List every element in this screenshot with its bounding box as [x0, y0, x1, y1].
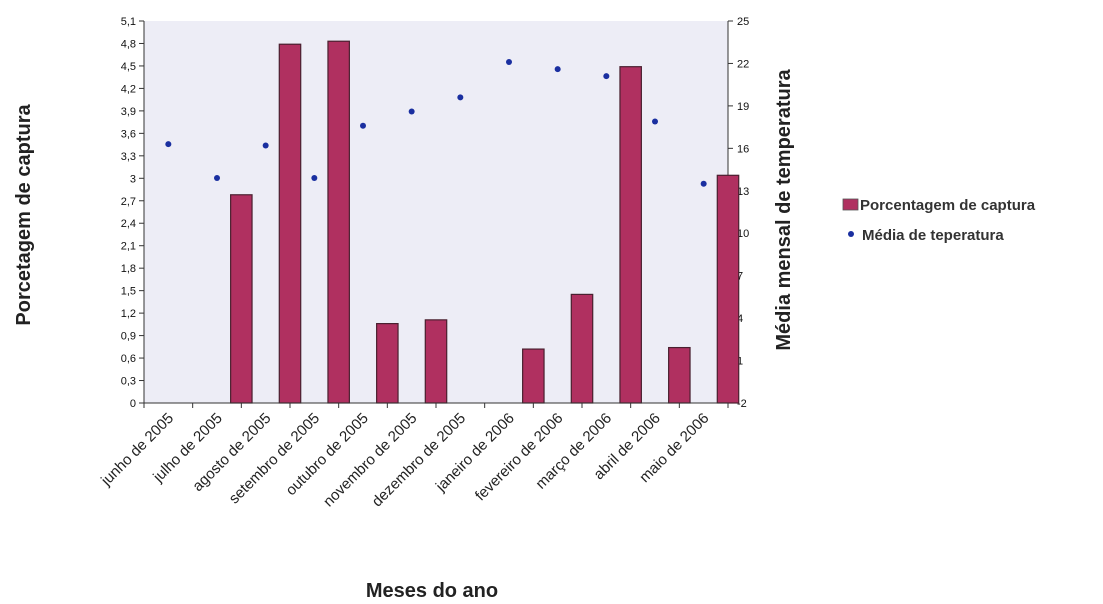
data-point	[262, 142, 269, 149]
y2-tick-label: 7	[737, 271, 743, 283]
data-point	[700, 180, 707, 187]
y2-tick-label: 25	[737, 16, 749, 28]
y-tick-label: 1,5	[121, 286, 136, 298]
y-tick-label: 2,7	[121, 196, 136, 208]
legend-marker-points	[848, 231, 854, 237]
data-point	[408, 108, 415, 115]
y2-axis-title: Média mensal de temperatura	[773, 69, 795, 351]
y-tick-label: 2,1	[121, 241, 136, 253]
y-tick-label: 1,8	[121, 263, 136, 275]
y2-tick-label: -2	[737, 398, 747, 410]
bar	[668, 346, 691, 404]
legend-label-points: Média de teperatura	[862, 227, 1004, 244]
legend-swatch-bars	[842, 198, 859, 211]
data-point	[554, 66, 561, 73]
y-tick-label: 0,9	[121, 331, 136, 343]
y2-tick-label: 16	[737, 143, 749, 155]
y-tick-label: 4,2	[121, 83, 136, 95]
data-point	[311, 175, 318, 182]
y-tick-label: 4,5	[121, 61, 136, 73]
bar	[424, 319, 448, 404]
y-tick-label: 3,6	[121, 128, 136, 140]
x-tick-label: outubro de 2005	[283, 410, 372, 499]
data-point	[360, 122, 366, 129]
y2-tick-label: 4	[737, 313, 743, 325]
data-point	[506, 59, 512, 66]
y2-tick-label: 13	[737, 186, 749, 198]
bar	[716, 174, 740, 404]
x-axis-title: Meses do ano	[366, 580, 498, 602]
y-tick-label: 0,3	[121, 376, 136, 388]
bar	[376, 323, 399, 404]
y-tick-label: 3,3	[121, 151, 136, 163]
bar	[327, 40, 350, 404]
y-tick-label: 1,2	[121, 308, 136, 320]
bar	[522, 348, 545, 404]
y-tick-label: 3,9	[121, 106, 136, 118]
y-tick-label: 2,4	[121, 218, 136, 230]
legend-label-bars: Porcentagem de captura	[860, 197, 1036, 214]
data-point	[214, 175, 220, 182]
bar	[278, 43, 302, 404]
y2-tick-label: 19	[737, 101, 749, 113]
y-tick-label: 0,6	[121, 353, 136, 365]
bar	[570, 293, 594, 404]
y-tick-label: 3	[130, 173, 136, 185]
y-tick-label: 4,8	[121, 38, 136, 50]
y2-tick-label: 10	[737, 228, 749, 240]
y-tick-label: 0	[130, 398, 136, 410]
y-axis-title: Porcetagem de captura	[13, 104, 35, 326]
y2-tick-label: 1	[737, 356, 743, 368]
data-point	[165, 141, 172, 148]
y2-tick-label: 22	[737, 58, 749, 70]
data-point	[652, 118, 658, 125]
bar	[230, 194, 253, 404]
data-point	[457, 94, 464, 101]
bar	[619, 66, 642, 404]
x-tick-label: dezembro de 2005	[369, 410, 469, 510]
x-tick-label: setembro de 2005	[226, 410, 324, 508]
data-point	[603, 73, 610, 80]
y-tick-label: 5,1	[121, 16, 136, 28]
legend: Porcentagem de captura Média de teperatu…	[842, 197, 1036, 244]
x-tick-label: novembro de 2005	[320, 410, 420, 510]
x-tick-label: fevereiro de 2006	[472, 410, 567, 505]
